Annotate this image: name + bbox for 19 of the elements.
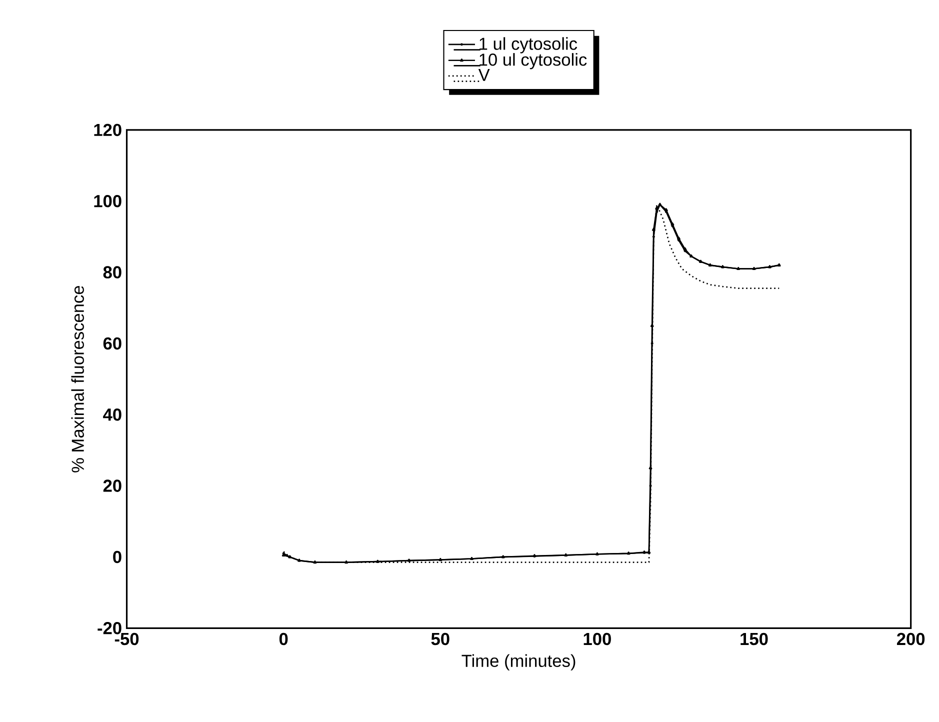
y-tick-label: 100 — [94, 194, 122, 208]
x-tick-label: 150 — [740, 632, 768, 646]
y-tick-label: 60 — [103, 337, 122, 350]
x-tick-label: 100 — [584, 632, 611, 646]
y-tick-label: -20 — [98, 622, 122, 634]
x-tick-label: 50 — [431, 632, 450, 646]
y-tick-label: 40 — [103, 408, 122, 421]
y-tick-label: 80 — [103, 266, 122, 278]
y-tick-label: 0 — [113, 550, 122, 564]
x-tick-label: -50 — [114, 632, 139, 646]
legend-label: 1 ul cytosolic — [480, 37, 578, 54]
x-axis-title: Time (minutes) — [462, 654, 576, 670]
y-axis-title: % Maximal fluorescence — [71, 286, 84, 472]
legend-label: 10 ul cytosolic — [480, 53, 587, 70]
x-tick-label: 0 — [279, 632, 288, 646]
x-tick-label: 200 — [896, 632, 925, 646]
y-tick-label: 20 — [103, 480, 122, 492]
y-tick-label: 120 — [94, 124, 122, 136]
legend-label: V — [478, 68, 490, 81]
